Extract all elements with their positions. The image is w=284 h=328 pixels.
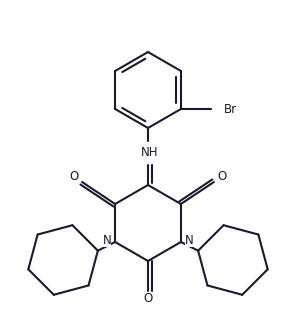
Text: N: N [103, 234, 111, 247]
Text: N: N [185, 234, 193, 247]
Text: Br: Br [224, 103, 237, 115]
Text: O: O [70, 171, 79, 183]
Text: O: O [143, 293, 153, 305]
Text: NH: NH [141, 147, 159, 159]
Text: O: O [217, 171, 227, 183]
